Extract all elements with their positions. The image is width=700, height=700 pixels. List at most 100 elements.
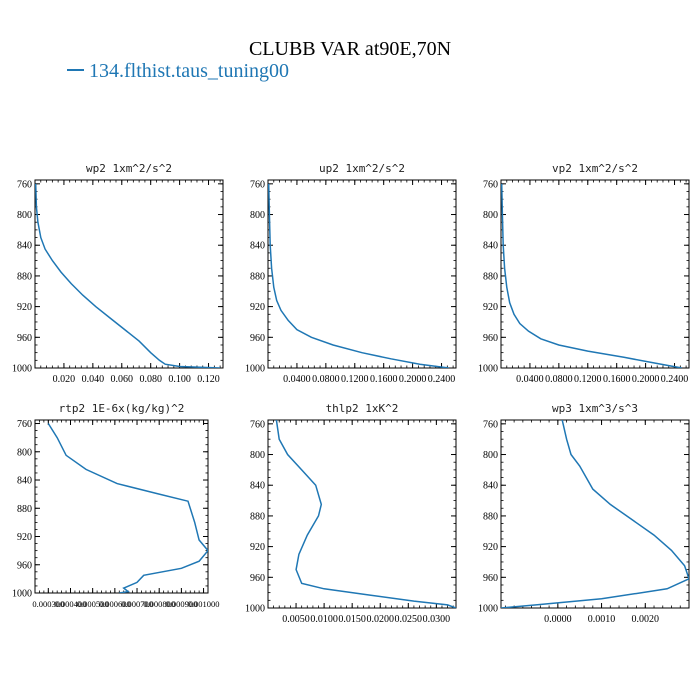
xtick-label: 0.060	[111, 374, 134, 385]
xtick-label: 0.1200	[341, 374, 369, 385]
ytick-label: 920	[17, 302, 32, 313]
xtick-label: 0.2000	[399, 374, 427, 385]
axes-frame	[267, 419, 457, 609]
figure-title: CLUBB VAR at90E,70N	[249, 38, 451, 60]
ytick-label: 920	[250, 302, 265, 313]
ytick-label: 960	[17, 333, 32, 344]
subplot-3: vp2 1xm^2/s^2 760 800 840 880 920 960 1000 0.040…	[478, 162, 690, 385]
xtick-label: 0.001000	[188, 599, 220, 609]
ytick-label: 760	[250, 179, 265, 190]
ytick-label: 920	[483, 302, 498, 313]
subplot-title: vp2 1xm^2/s^2	[552, 162, 638, 175]
xtick-label: 0.0250	[395, 614, 423, 625]
ytick-label: 1000	[12, 589, 32, 600]
series-line	[501, 420, 689, 608]
ytick-label: 800	[250, 450, 265, 461]
ytick-label: 960	[483, 573, 498, 584]
ytick-label: 920	[17, 532, 32, 543]
subplot-grid: wp2 1xm^2/s^2 760 800 840 880 920 960 1000 0.020…	[12, 162, 690, 625]
ytick-label: 920	[250, 542, 265, 553]
subplot-title: wp2 1xm^2/s^2	[86, 162, 172, 175]
ytick-label: 920	[483, 542, 498, 553]
xtick-label: 0.2400	[428, 374, 456, 385]
xtick-label: 0.1600	[603, 374, 631, 385]
ytick-label: 800	[250, 210, 265, 221]
ytick-label: 840	[250, 241, 265, 252]
ytick-label: 880	[250, 271, 265, 282]
series-line	[501, 183, 682, 368]
xtick-label: 0.120	[197, 374, 220, 385]
xtick-label: 0.0000	[544, 614, 572, 625]
ytick-label: 800	[483, 210, 498, 221]
ytick-label: 800	[17, 210, 32, 221]
ytick-label: 960	[250, 333, 265, 344]
ytick-label: 760	[250, 419, 265, 430]
figure-legend: 134.flthist.taus_tuning00	[67, 60, 289, 82]
xtick-label: 0.0800	[545, 374, 573, 385]
ytick-label: 880	[17, 504, 32, 515]
ytick-label: 880	[483, 511, 498, 522]
xtick-label: 0.000600	[99, 599, 131, 609]
subplot-6: wp3 1xm^3/s^3 760 800 840 880 920 960 1000 0.000…	[478, 402, 690, 625]
ytick-label: 960	[250, 573, 265, 584]
xtick-label: 0.0150	[338, 614, 366, 625]
xtick-label: 0.000500	[77, 599, 109, 609]
ytick-label: 880	[250, 511, 265, 522]
xtick-label: 0.040	[82, 374, 105, 385]
ytick-label: 1000	[12, 364, 32, 375]
ytick-label: 760	[17, 419, 32, 430]
subplot-title: wp3 1xm^3/s^3	[552, 402, 638, 415]
xtick-label: 0.080	[139, 374, 162, 385]
series-line	[47, 423, 208, 593]
ytick-label: 1000	[245, 604, 265, 615]
ytick-label: 800	[17, 447, 32, 458]
xtick-label: 0.0400	[283, 374, 311, 385]
xtick-label: 0.0200	[366, 614, 394, 625]
ytick-label: 880	[17, 271, 32, 282]
xtick-label: 0.020	[53, 374, 76, 385]
xtick-label: 0.0050	[282, 614, 310, 625]
ytick-label: 1000	[478, 364, 498, 375]
ytick-label: 760	[17, 179, 32, 190]
subplot-1: wp2 1xm^2/s^2 760 800 840 880 920 960 1000 0.020…	[12, 162, 224, 385]
axes-frame	[500, 179, 690, 369]
xtick-label: 0.000900	[165, 599, 197, 609]
ytick-label: 960	[17, 560, 32, 571]
xtick-label: 0.000300	[32, 599, 64, 609]
ytick-label: 840	[483, 241, 498, 252]
subplot-2: up2 1xm^2/s^2 760 800 840 880 920 960 1000 0.040…	[245, 162, 457, 385]
axes-frame	[500, 419, 690, 609]
xtick-label: 0.0800	[312, 374, 340, 385]
subplot-title: rtp2 1E-6x(kg/kg)^2	[59, 402, 185, 415]
legend-label: 134.flthist.taus_tuning00	[89, 60, 289, 82]
ytick-label: 840	[250, 481, 265, 492]
ytick-label: 1000	[245, 364, 265, 375]
xtick-label: 0.000400	[55, 599, 87, 609]
xtick-label: 0.1600	[370, 374, 398, 385]
xtick-label: 0.2000	[632, 374, 660, 385]
xtick-label: 0.100	[168, 374, 191, 385]
xtick-label: 0.1200	[574, 374, 602, 385]
xtick-label: 0.0400	[516, 374, 544, 385]
axes-frame	[34, 179, 224, 369]
subplot-4: rtp2 1E-6x(kg/kg)^2 760 800 840 880 920 960 100…	[12, 402, 220, 609]
xtick-label: 0.0010	[588, 614, 616, 625]
ytick-label: 760	[483, 419, 498, 430]
xtick-label: 0.000700	[121, 599, 153, 609]
ytick-label: 840	[483, 481, 498, 492]
ytick-label: 840	[17, 241, 32, 252]
axes-frame	[267, 179, 457, 369]
xtick-label: 0.000800	[143, 599, 175, 609]
xtick-label: 0.0100	[310, 614, 338, 625]
ytick-label: 800	[483, 450, 498, 461]
ytick-label: 760	[483, 179, 498, 190]
series-line	[275, 420, 456, 608]
xtick-label: 0.0300	[423, 614, 451, 625]
ytick-label: 960	[483, 333, 498, 344]
series-line	[268, 183, 449, 368]
xtick-label: 0.2400	[661, 374, 689, 385]
subplot-title: up2 1xm^2/s^2	[319, 162, 405, 175]
ytick-label: 880	[483, 271, 498, 282]
